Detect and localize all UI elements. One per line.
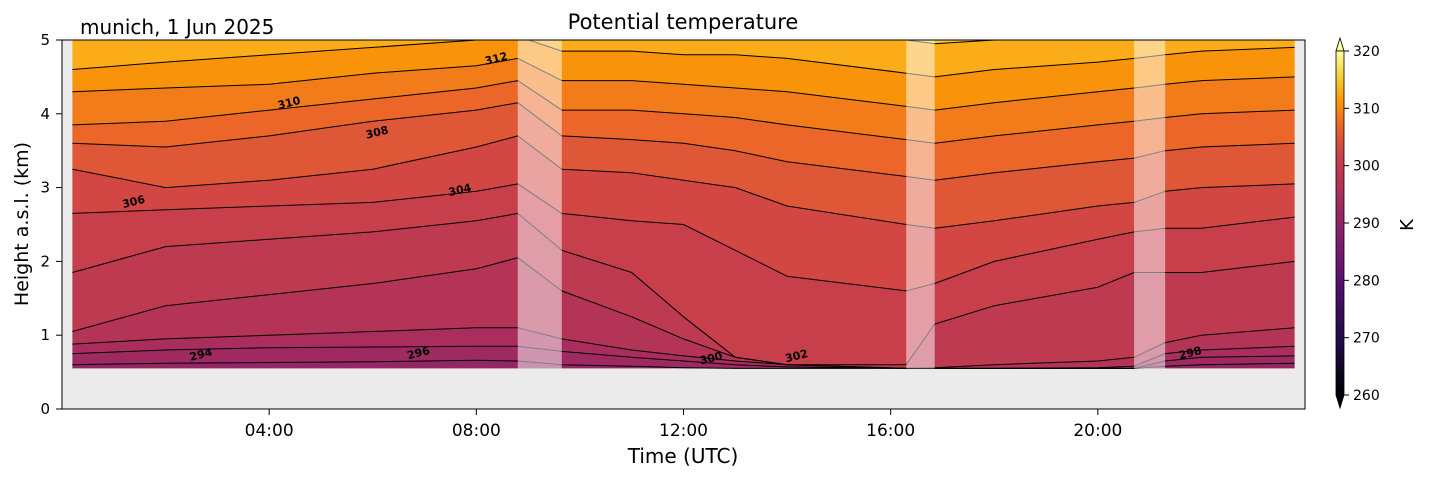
- colorbar-tick-label: 280: [1353, 273, 1380, 289]
- temperature-field: [62, 40, 1305, 409]
- y-tick-label: 2: [40, 252, 50, 270]
- y-tick-label: 1: [40, 326, 50, 344]
- x-tick-label: 20:00: [1073, 421, 1122, 441]
- colorbar-gradient: [1335, 50, 1345, 396]
- colorbar-tick-label: 290: [1353, 216, 1380, 232]
- colorbar-tick-label: 310: [1353, 101, 1380, 117]
- colorbar-label: K: [1397, 218, 1418, 231]
- chart-title: Potential temperature: [568, 10, 799, 34]
- y-tick-label: 0: [40, 400, 50, 418]
- contour-label: 294: [188, 346, 214, 364]
- x-axis: 04:00 08:00 12:00 16:00 20:00: [245, 409, 1122, 441]
- data-gap: [517, 40, 562, 369]
- colorbar-tick-label: 260: [1353, 388, 1380, 404]
- y-axis: 0 1 2 3 4 5: [40, 31, 62, 418]
- no-data-region: [1294, 40, 1305, 409]
- colorbar: 260 270 280 290 300 310 320 K: [1335, 36, 1418, 410]
- data-gaps: [517, 40, 1166, 369]
- contour-label: 296: [406, 344, 432, 362]
- y-tick-label: 5: [40, 31, 50, 49]
- colorbar-tick-label: 270: [1353, 331, 1380, 347]
- plot-area: 294 296 300 302 298 306 304 308 310 312: [61, 39, 1306, 410]
- x-axis-label: Time (UTC): [627, 444, 739, 468]
- data-gap: [1134, 40, 1166, 369]
- contour-labels: 294 296 300 302 298 306 304 308 310 312: [121, 50, 1203, 368]
- colorbar-tick-label: 320: [1353, 44, 1380, 60]
- y-axis-label: Height a.s.l. (km): [11, 142, 33, 306]
- contour-label: 306: [121, 193, 147, 211]
- contour-label: 300: [698, 349, 724, 367]
- y-tick-label: 3: [40, 179, 50, 197]
- colorbar-tick-label: 300: [1353, 159, 1380, 175]
- colorbar-extend-top: [1335, 36, 1345, 52]
- x-tick-label: 04:00: [245, 421, 294, 441]
- x-tick-label: 16:00: [866, 421, 915, 441]
- colorbar-extend-bottom: [1335, 394, 1345, 410]
- y-tick-label: 4: [40, 105, 50, 123]
- chart-subtitle: munich, 1 Jun 2025: [80, 15, 274, 39]
- x-tick-label: 12:00: [659, 421, 708, 441]
- contour-label: 298: [1177, 344, 1202, 362]
- data-gap: [906, 40, 935, 369]
- x-tick-label: 08:00: [452, 421, 501, 441]
- no-data-region: [62, 368, 1305, 409]
- no-data-region: [62, 40, 73, 409]
- contour-label: 312: [483, 50, 508, 68]
- contour-label: 304: [447, 181, 473, 199]
- contour-label: 302: [784, 347, 809, 365]
- contour-label: 308: [364, 123, 389, 141]
- contour-label: 310: [276, 94, 302, 112]
